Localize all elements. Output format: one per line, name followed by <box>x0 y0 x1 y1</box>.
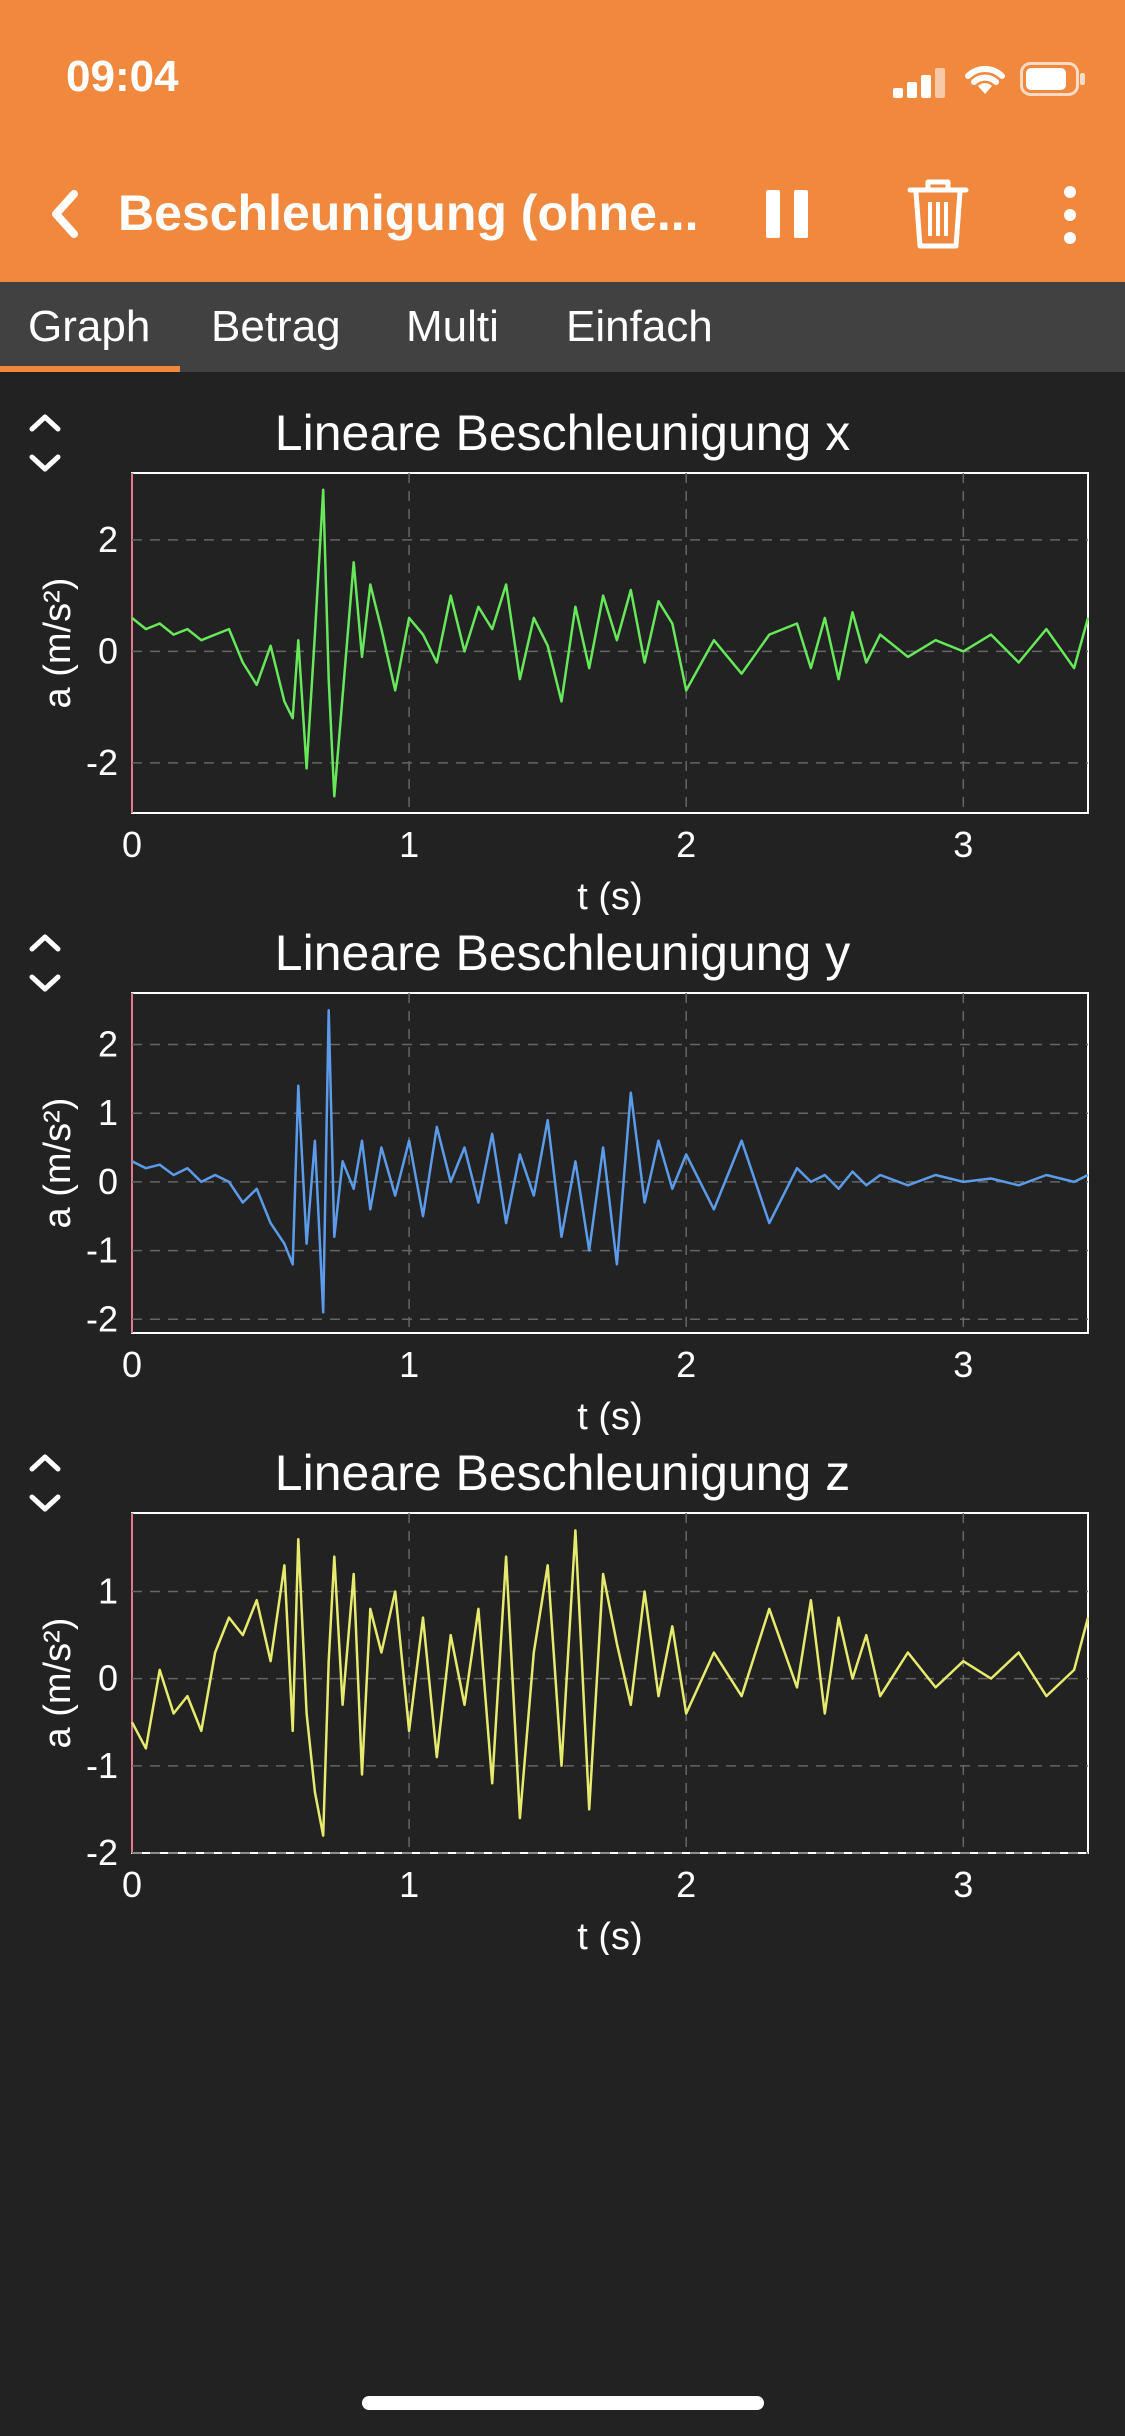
y-tick-label: 0 <box>98 630 118 671</box>
x-tick-label: 2 <box>676 1344 696 1385</box>
tab-einfach[interactable]: Einfach <box>566 302 713 351</box>
y-tick-label: -2 <box>86 1298 118 1339</box>
x-tick-label: 0 <box>122 1344 142 1385</box>
y-tick-label: 2 <box>98 519 118 560</box>
chart-y[interactable]: Lineare Beschleunigung y 0 1 2 3 -2 -1 0 1 2 t (s)… <box>0 915 1125 1435</box>
status-time: 09:04 <box>66 52 179 101</box>
y-tick-label: -1 <box>86 1230 118 1271</box>
cellular-signal-icon <box>893 66 949 98</box>
expand-collapse-icon[interactable] <box>29 934 61 992</box>
x-tick-label: 2 <box>676 1864 696 1905</box>
home-indicator <box>362 2396 764 2410</box>
series-line <box>131 488 1090 798</box>
y-tick-label: -2 <box>86 1832 118 1873</box>
chart-title: Lineare Beschleunigung x <box>275 405 850 461</box>
chart-title: Lineare Beschleunigung z <box>275 1445 850 1501</box>
x-axis-label: t (s) <box>577 876 642 915</box>
back-chevron-icon[interactable] <box>42 184 94 244</box>
y-tick-label: -2 <box>86 742 118 783</box>
battery-icon <box>1020 62 1085 96</box>
x-tick-label: 0 <box>122 824 142 865</box>
x-axis-label: t (s) <box>577 1396 642 1435</box>
wifi-icon <box>965 65 1005 94</box>
page-title: Beschleunigung (ohne... <box>118 185 699 241</box>
chart-z[interactable]: Lineare Beschleunigung z 0 1 2 3 -2 -1 0 1 t (s) a… <box>0 1435 1125 1955</box>
x-tick-label: 0 <box>122 1864 142 1905</box>
expand-collapse-icon[interactable] <box>29 414 61 472</box>
y-tick-label: -1 <box>86 1745 118 1786</box>
y-tick-label: 1 <box>98 1570 118 1611</box>
series-line <box>130 1529 1090 1837</box>
expand-collapse-icon[interactable] <box>29 1454 61 1512</box>
x-tick-label: 2 <box>676 824 696 865</box>
y-axis-label: a (m/s²) <box>37 578 79 709</box>
y-axis-label: a (m/s²) <box>37 1618 79 1749</box>
app-header: 09:04 Beschleunigung (ohne... <box>0 0 1125 282</box>
active-tab-indicator <box>0 366 180 372</box>
y-tick-label: 2 <box>98 1024 118 1065</box>
pause-button[interactable] <box>760 186 814 242</box>
tab-betrag[interactable]: Betrag <box>211 302 341 351</box>
y-tick-label: 0 <box>98 1658 118 1699</box>
x-tick-label: 1 <box>399 1344 419 1385</box>
y-tick-label: 0 <box>98 1161 118 1202</box>
tab-graph[interactable]: Graph <box>28 302 151 351</box>
y-axis-label: a (m/s²) <box>37 1098 79 1229</box>
tab-bar: Graph Betrag Multi Einfach <box>0 282 1125 372</box>
x-tick-label: 3 <box>953 1344 973 1385</box>
chart-title: Lineare Beschleunigung y <box>275 925 850 981</box>
y-tick-label: 1 <box>98 1092 118 1133</box>
more-menu-icon[interactable] <box>1050 180 1090 250</box>
x-tick-label: 1 <box>399 824 419 865</box>
trash-icon[interactable] <box>902 174 974 252</box>
plot-frame <box>131 1512 1089 1854</box>
x-axis-label: t (s) <box>577 1916 642 1955</box>
series-line <box>131 1008 1089 1314</box>
x-tick-label: 3 <box>953 1864 973 1905</box>
tab-multi[interactable]: Multi <box>406 302 499 351</box>
x-tick-label: 3 <box>953 824 973 865</box>
x-tick-label: 1 <box>399 1864 419 1905</box>
